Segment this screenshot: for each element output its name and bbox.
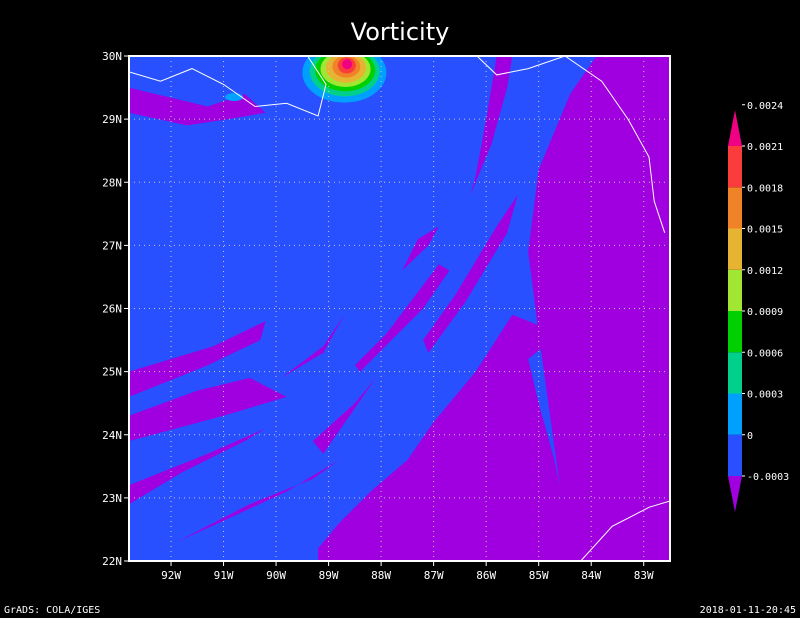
colorbar-label: 0.0006 (747, 348, 783, 359)
colorbar-label: 0.0009 (747, 307, 783, 318)
y-tick-label: 30N (102, 50, 122, 63)
colorbar-segment (728, 269, 742, 311)
negative-vorticity-region-10 (129, 87, 266, 126)
colorbar-label: 0.0012 (747, 266, 783, 277)
colorbar-segment-bottom (728, 476, 742, 512)
x-tick-label: 83W (634, 569, 654, 582)
footer-credit: GrADS: COLA/IGES (4, 605, 101, 616)
negative-vorticity-region-0 (318, 314, 576, 561)
colorbar-label: 0 (747, 431, 753, 442)
vorticity-max-contour-7 (342, 59, 353, 70)
colorbar-segment (728, 393, 742, 435)
colorbar-label: 0.0018 (747, 183, 783, 194)
x-tick-label: 85W (529, 569, 549, 582)
y-tick-label: 28N (102, 176, 122, 189)
vorticity-field (129, 56, 670, 561)
negative-vorticity-region-6 (312, 377, 376, 454)
colorbar-label: 0.0024 (747, 101, 783, 112)
y-axis: 22N 23N 24N 25N 26N 27N 28N 29N 30N (102, 50, 129, 568)
x-tick-label: 90W (266, 569, 286, 582)
negative-vorticity-region-3 (129, 377, 287, 442)
y-tick-label: 26N (102, 303, 122, 316)
positive-vorticity-patch (225, 93, 244, 102)
colorbar-label: -0.0003 (747, 472, 789, 483)
x-axis: 92W 91W 90W 89W 88W 87W 86W 85W 84W 83W (161, 561, 654, 582)
grid-lines (129, 56, 670, 561)
colorbar-segment (728, 434, 742, 476)
colorbar-segment (728, 187, 742, 229)
coastline-1 (476, 56, 666, 233)
x-tick-label: 92W (161, 569, 181, 582)
x-tick-label: 88W (371, 569, 391, 582)
colorbar-segment (728, 146, 742, 188)
colorbar-segment (728, 311, 742, 353)
x-tick-label: 87W (424, 569, 444, 582)
negative-vorticity-region-12 (176, 460, 340, 543)
negative-vorticity-region-9 (470, 56, 513, 195)
x-tick-label: 89W (319, 569, 339, 582)
chart-title: Vorticity (350, 18, 450, 46)
colorbar-label: 0.0015 (747, 225, 783, 236)
coastline-0 (129, 56, 327, 117)
y-tick-label: 25N (102, 366, 122, 379)
y-tick-label: 22N (102, 555, 122, 568)
footer-timestamp: 2018-01-11-20:45 (699, 605, 796, 616)
colorbar-label: 0.0021 (747, 142, 783, 153)
y-tick-label: 24N (102, 429, 122, 442)
x-tick-label: 84W (581, 569, 601, 582)
negative-vorticity-region-7 (354, 264, 450, 372)
colorbar-label: 0.0003 (747, 390, 783, 401)
y-tick-label: 29N (102, 113, 122, 126)
x-tick-label: 86W (476, 569, 496, 582)
colorbar-segment (728, 228, 742, 270)
negative-vorticity-region-2 (129, 321, 266, 397)
colorbar: -0.0003 0 0.0003 0.0006 0.0009 0.0012 0.0015 0.… (728, 101, 789, 512)
negative-vorticity-region-11 (402, 226, 439, 271)
coastline-2 (580, 500, 670, 561)
x-tick-label: 91W (214, 569, 234, 582)
coastline (129, 56, 670, 561)
colorbar-segment-top (728, 110, 742, 146)
y-tick-label: 27N (102, 239, 122, 252)
colorbar-segment (728, 352, 742, 394)
negative-vorticity-region-4 (129, 428, 266, 505)
y-tick-label: 23N (102, 492, 122, 505)
negative-vorticity-region-8 (423, 194, 518, 353)
